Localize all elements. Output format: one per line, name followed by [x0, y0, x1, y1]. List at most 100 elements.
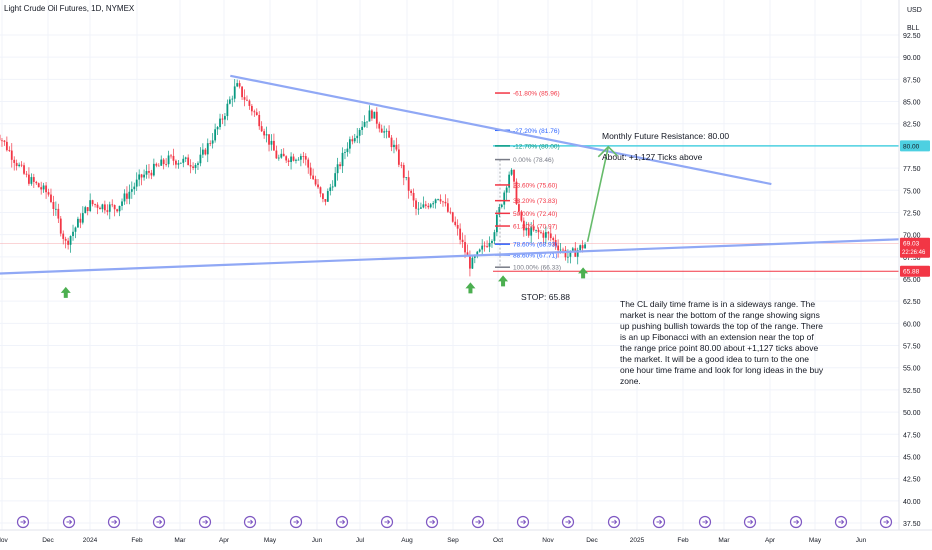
- time-axis[interactable]: Nov Dec 2024 Feb Mar Apr May Jun Jul Aug Sep Oct Nov…: [0, 515, 932, 550]
- candle: [187, 157, 190, 166]
- candle: [503, 192, 506, 205]
- candle: [285, 156, 288, 161]
- candle: [197, 163, 199, 165]
- fib-level-label: 23.60% (75.60): [513, 182, 557, 189]
- candle: [54, 208, 57, 210]
- candle: [94, 204, 96, 205]
- candle: [368, 110, 371, 122]
- fib-level-label: 38.20% (73.83): [513, 198, 557, 205]
- candle: [366, 121, 368, 123]
- candle: [35, 181, 38, 184]
- event-arrow-icon: [838, 519, 845, 525]
- stop-annotation[interactable]: STOP: 65.88: [521, 292, 570, 302]
- candle: [417, 208, 420, 210]
- candle: [13, 159, 16, 163]
- candle: [84, 207, 87, 214]
- candle: [184, 157, 187, 159]
- buy-arrow-icon: [60, 286, 71, 298]
- y-tick-label: 70.00: [903, 233, 921, 240]
- candle: [226, 103, 229, 117]
- candle: [415, 200, 417, 209]
- candle: [299, 156, 302, 160]
- y-tick-label: 40.00: [903, 499, 921, 506]
- candle: [385, 130, 388, 132]
- candle: [290, 156, 292, 163]
- candle: [383, 131, 386, 133]
- candle: [432, 203, 435, 205]
- resistance-annotation[interactable]: Monthly Future Resistance: 80.00: [602, 131, 730, 141]
- event-arrow-icon: [339, 519, 346, 525]
- candle: [532, 227, 535, 231]
- grid: [0, 0, 899, 530]
- projection-line: [586, 146, 610, 242]
- candle: [579, 245, 582, 251]
- candle: [28, 174, 30, 184]
- candle: [32, 177, 35, 182]
- candle: [99, 207, 101, 210]
- candle: [329, 187, 332, 192]
- x-tick-label: Aug: [401, 537, 413, 544]
- candle: [562, 249, 564, 251]
- candle: [537, 229, 540, 233]
- candle: [111, 204, 114, 206]
- candle: [422, 204, 425, 208]
- candle: [439, 199, 442, 202]
- candle: [429, 204, 432, 208]
- candle: [407, 177, 410, 191]
- candle: [216, 127, 219, 130]
- event-arrow-icon: [293, 519, 300, 525]
- event-arrow-icon: [202, 519, 209, 525]
- y-tick-label: 77.50: [903, 166, 921, 173]
- candle: [209, 143, 212, 144]
- candles: [0, 79, 586, 277]
- candle: [214, 129, 217, 141]
- candle: [116, 209, 119, 212]
- candle: [427, 205, 430, 208]
- x-tick-label: Nov: [0, 537, 9, 544]
- candle: [265, 134, 268, 136]
- candle: [91, 200, 94, 205]
- fib-level-label: -61.80% (85.96): [513, 91, 560, 98]
- y-tick-label: 55.00: [903, 366, 921, 373]
- y-tick-label: 52.50: [903, 388, 921, 395]
- candle: [224, 116, 226, 120]
- price-badge-label: 65.88: [903, 269, 920, 276]
- candle: [442, 201, 444, 203]
- analysis-note[interactable]: The CL daily time frame is in a sideways…: [620, 299, 824, 386]
- candle: [341, 152, 344, 167]
- candle: [371, 110, 373, 119]
- candle: [182, 158, 185, 163]
- x-tick-label: Jun: [312, 537, 323, 544]
- candle: [108, 204, 111, 212]
- candle: [8, 150, 11, 151]
- event-arrow-icon: [883, 519, 890, 525]
- event-arrow-icon: [20, 519, 27, 525]
- candle: [344, 152, 346, 153]
- event-arrow-icon: [702, 519, 709, 525]
- levels: [0, 145, 899, 272]
- event-arrow-icon: [156, 519, 163, 525]
- candle: [118, 205, 121, 212]
- candle: [157, 165, 160, 167]
- candle: [317, 184, 319, 188]
- candle: [522, 220, 525, 231]
- x-tick-label: Feb: [131, 537, 143, 544]
- candle: [179, 162, 182, 164]
- candle: [473, 256, 476, 258]
- candle: [72, 231, 74, 237]
- candle: [121, 201, 123, 206]
- price-axis[interactable]: 37.50 40.00 42.50 45.00 47.50 50.00 52.50 55.00…: [898, 0, 932, 530]
- x-tick-label: Dec: [586, 537, 598, 544]
- candle: [194, 164, 197, 168]
- candle: [515, 181, 518, 205]
- candle: [113, 205, 116, 210]
- fib-level-label: -12.70% (80.00): [513, 143, 560, 150]
- trendlines[interactable]: [0, 74, 905, 275]
- y-tick-label: 75.00: [903, 188, 921, 195]
- ticks-annotation[interactable]: About: +1,127 Ticks above: [602, 152, 703, 162]
- event-arrow-icon: [520, 519, 527, 525]
- candle: [353, 138, 356, 142]
- fibonacci-tool[interactable]: -61.80% (85.96) -27.20% (81.76) -12.70% (8…: [495, 91, 561, 272]
- candle: [348, 139, 351, 149]
